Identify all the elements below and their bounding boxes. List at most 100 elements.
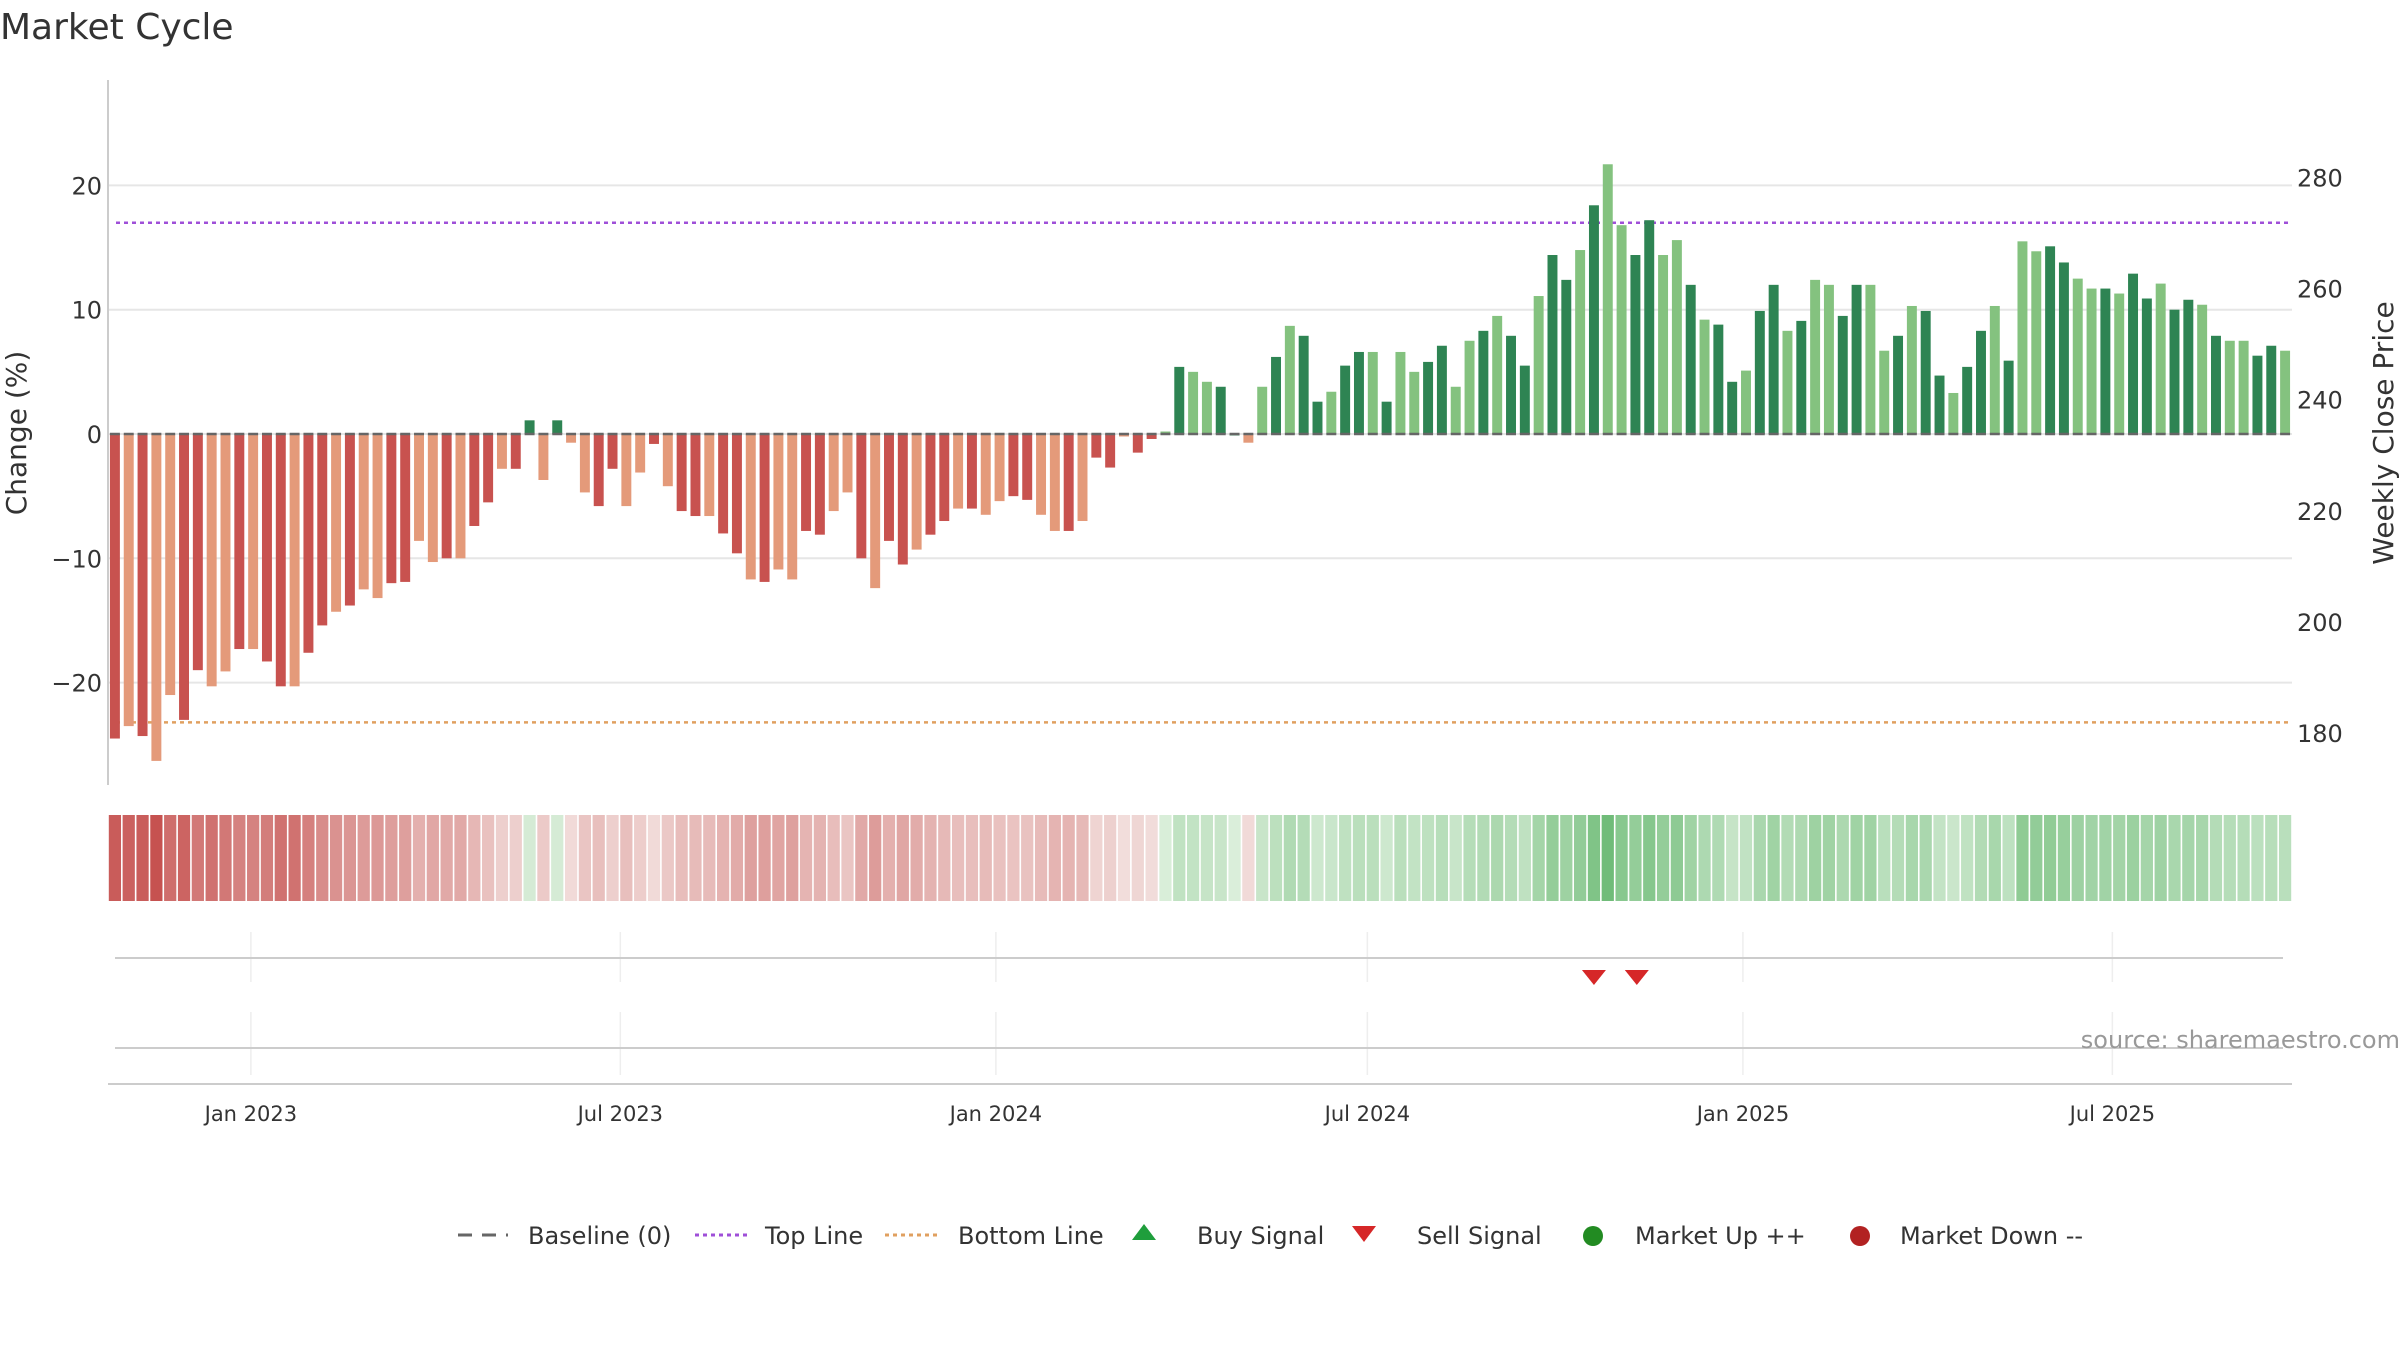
heat-strip-cell xyxy=(233,815,246,901)
bar xyxy=(1215,386,1226,434)
bar xyxy=(1893,335,1904,434)
heat-strip-cell xyxy=(965,815,979,901)
bar xyxy=(1796,320,1807,434)
heat-strip-cell xyxy=(1090,815,1103,901)
bar xyxy=(2003,360,2014,434)
bar xyxy=(2224,340,2235,434)
bar xyxy=(1948,392,1959,434)
heat-strip-cell xyxy=(1850,815,1863,901)
bar xyxy=(1699,319,1710,434)
heat-strip-cell xyxy=(564,815,578,901)
bar xyxy=(1284,325,1295,434)
heat-strip xyxy=(108,815,2292,901)
heat-strip-cell xyxy=(896,815,909,901)
heat-strip-cell xyxy=(1435,815,1449,901)
heat-strip-cell xyxy=(371,815,384,901)
bar xyxy=(704,434,715,517)
heat-strip-cell xyxy=(1117,815,1131,901)
heat-strip-cell xyxy=(385,815,398,901)
heat-strip-cell xyxy=(1311,815,1324,901)
heat-strip-cell xyxy=(1186,815,1200,901)
bar xyxy=(1464,340,1475,434)
bar xyxy=(787,434,798,580)
bar xyxy=(1519,365,1530,434)
y2-axis-label: Weekly Close Price xyxy=(2367,301,2400,564)
heat-strip-cell xyxy=(1905,815,1918,901)
heat-strip-cell xyxy=(2182,815,2195,901)
bar xyxy=(1989,305,2000,434)
bar xyxy=(1381,401,1392,434)
bar xyxy=(358,434,369,590)
heat-strip-cell xyxy=(1214,815,1227,901)
bar xyxy=(1423,361,1434,434)
heat-strip-cell xyxy=(647,815,661,901)
legend-item-bottom-line: Bottom Line xyxy=(885,1222,1104,1250)
legend-label-bottom-line: Bottom Line xyxy=(958,1222,1104,1250)
bar xyxy=(1257,386,1268,434)
heat-strip-cell xyxy=(1518,815,1531,901)
heat-strip-cell xyxy=(1532,815,1545,901)
bar xyxy=(331,434,342,612)
bar xyxy=(745,434,756,580)
heat-strip-cell xyxy=(2196,815,2209,901)
bar xyxy=(870,434,881,589)
bar xyxy=(1036,434,1047,515)
heat-strip-cell xyxy=(786,815,799,901)
heat-strip-cell xyxy=(1242,815,1255,901)
bar xyxy=(248,434,259,650)
heat-strip-cell xyxy=(620,815,633,901)
heat-strip-cell xyxy=(412,815,426,901)
heat-strip-cell xyxy=(2043,815,2057,901)
bar xyxy=(939,434,950,522)
y-tick-label: 0 xyxy=(87,421,102,449)
x-tick-label: Jan 2024 xyxy=(948,1102,1043,1126)
legend-label-baseline: Baseline (0) xyxy=(528,1222,671,1250)
legend-item-market-down: Market Down -- xyxy=(1850,1222,2083,1250)
heat-strip-cell xyxy=(924,815,937,901)
heat-strip-cell xyxy=(1504,815,1518,901)
heat-strip-cell xyxy=(993,815,1006,901)
heat-strip-cell xyxy=(951,815,965,901)
heat-strip-cell xyxy=(136,815,149,901)
heat-strip-cell xyxy=(1366,815,1379,901)
bar xyxy=(1022,434,1033,500)
heat-strip-cell xyxy=(343,815,357,901)
y2-tick-label: 220 xyxy=(2297,498,2343,526)
heat-strip-cell xyxy=(316,815,329,901)
bar xyxy=(1575,250,1586,434)
bar xyxy=(1602,164,1613,435)
bar xyxy=(179,434,190,720)
heat-strip-cell xyxy=(2278,815,2292,901)
heat-strip-cell xyxy=(2113,815,2126,901)
heat-strip-cell xyxy=(399,815,412,901)
market-up-icon xyxy=(1583,1226,1603,1246)
heat-strip-cell xyxy=(1739,815,1753,901)
bar xyxy=(1146,434,1157,439)
x-tick-label: Jan 2023 xyxy=(203,1102,298,1126)
heat-strip-cell xyxy=(1325,815,1338,901)
heat-strip-cell xyxy=(1767,815,1780,901)
x-tick-label: Jul 2025 xyxy=(2068,1102,2155,1126)
bar xyxy=(524,420,535,434)
heat-strip-cell xyxy=(730,815,744,901)
heat-strip-cell xyxy=(1449,815,1462,901)
heat-strip-cell xyxy=(274,815,287,901)
bar xyxy=(234,434,245,650)
bar xyxy=(109,434,120,739)
heat-strip-cell xyxy=(592,815,605,901)
bar xyxy=(884,434,894,541)
bar xyxy=(1312,401,1323,434)
heat-strip-cell xyxy=(717,815,730,901)
bar xyxy=(1713,324,1724,434)
bar xyxy=(206,434,217,687)
heat-strip-cell xyxy=(150,815,163,901)
heat-strip-cell xyxy=(288,815,301,901)
y-tick-label: −10 xyxy=(51,545,102,573)
bar xyxy=(2058,262,2069,434)
bar xyxy=(2128,273,2139,434)
bar xyxy=(510,434,521,469)
heat-strip-cell xyxy=(882,815,896,901)
buy-signal-icon xyxy=(1132,1224,1156,1240)
bar xyxy=(994,434,1005,502)
